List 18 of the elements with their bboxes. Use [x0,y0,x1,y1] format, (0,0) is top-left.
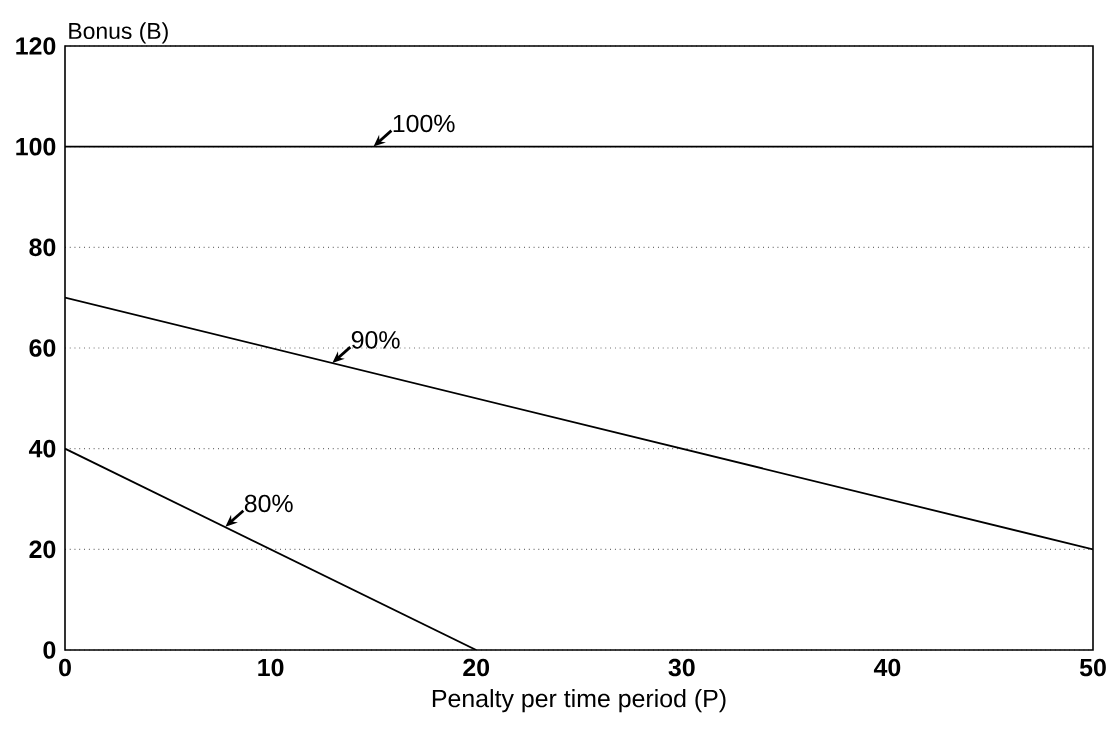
y-tick-label: 0 [43,641,56,659]
y-tick-label: 100 [16,137,56,156]
x-tick-label: 20 [463,658,490,677]
annotation: 100% [393,114,455,133]
annotation: 80% [244,494,293,513]
y-tick-label: 20 [29,540,56,559]
x-tick-label: 30 [668,658,695,677]
x-axis-title: Penalty per time period (P) [432,689,726,713]
x-tick-label: 0 [59,658,71,677]
y-tick-label: 60 [29,339,56,357]
x-tick-label: 40 [873,658,901,677]
annotation: 90% [351,331,400,349]
x-tick-label: 10 [258,658,284,677]
y-tick-label: 40 [28,439,56,458]
x-tick-label: 50 [1079,658,1106,677]
y-tick-label: 120 [16,37,56,55]
y-tick-label: 80 [29,238,56,257]
y-axis-title: Bonus (B) [69,22,168,44]
